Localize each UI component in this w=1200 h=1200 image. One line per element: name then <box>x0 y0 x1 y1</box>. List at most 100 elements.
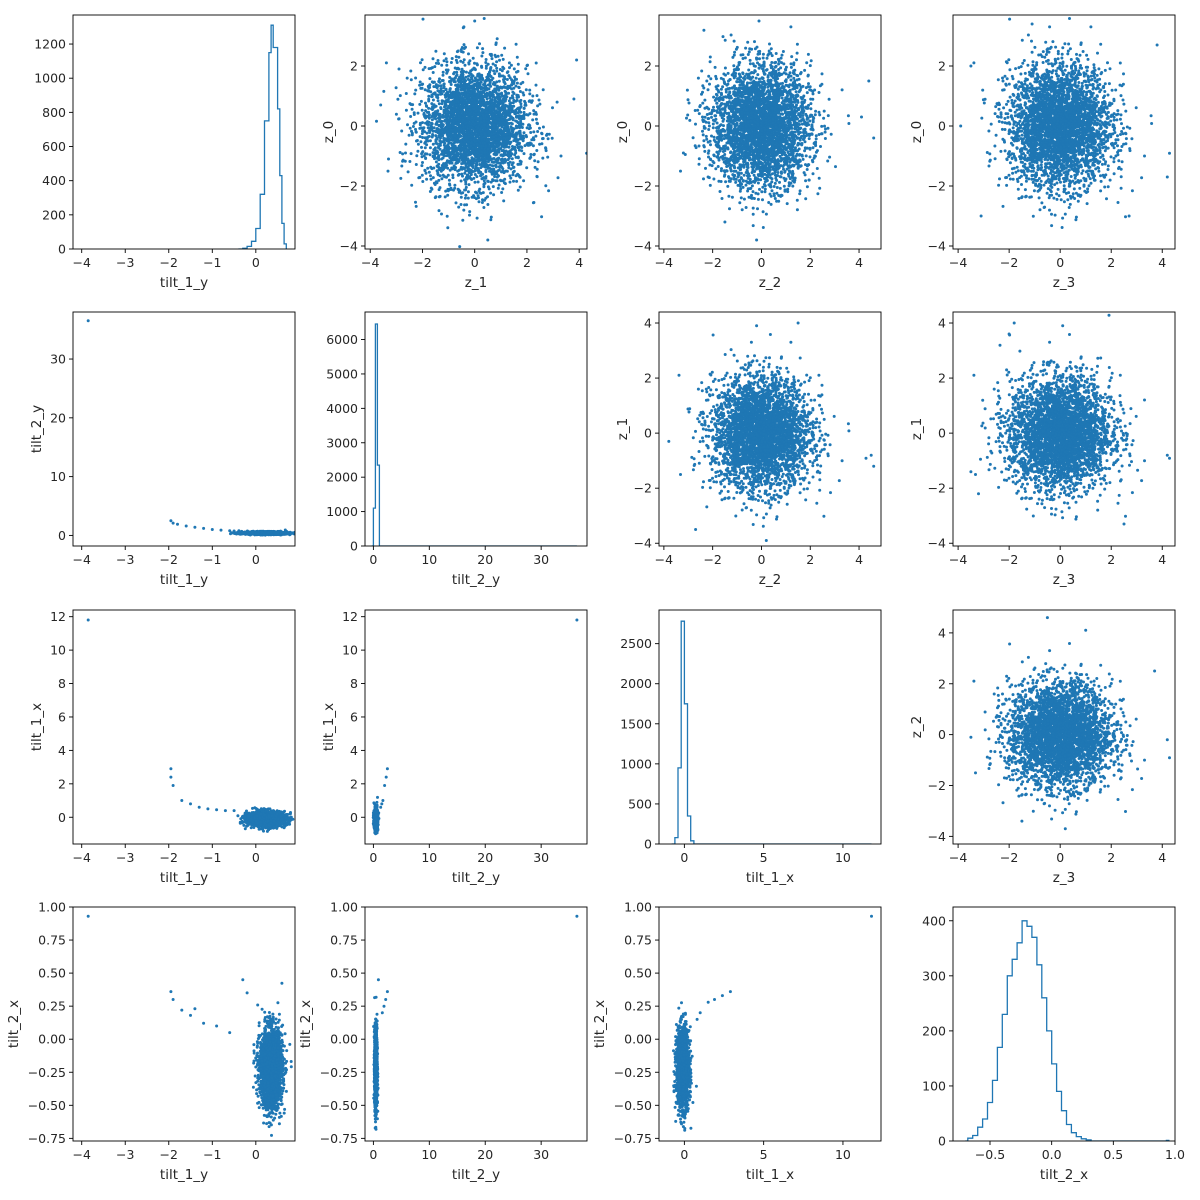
scatter-point <box>468 153 472 156</box>
scatter-point <box>514 174 518 178</box>
scatter-point <box>409 152 413 156</box>
scatter-point <box>450 128 454 132</box>
scatter-point <box>514 149 518 153</box>
scatter-point <box>727 194 731 198</box>
scatter-point <box>452 90 456 94</box>
scatter-point <box>446 152 450 156</box>
scatter-point <box>455 70 459 74</box>
scatter-point <box>507 156 511 160</box>
scatter-point <box>518 185 522 189</box>
scatter-point <box>751 62 755 66</box>
scatter-point <box>446 125 450 129</box>
scatter-point <box>418 126 422 130</box>
scatter-point <box>546 137 550 141</box>
scatter-point <box>483 181 487 185</box>
scatter-point <box>457 93 461 97</box>
scatter-point <box>511 166 515 169</box>
scatter-point <box>437 178 441 182</box>
scatter-point <box>451 173 455 177</box>
scatter-point <box>428 190 432 193</box>
y-tick-label: 0 <box>350 119 358 134</box>
scatter-point <box>410 107 414 111</box>
scatter-point <box>420 173 424 177</box>
scatter-point <box>463 95 467 99</box>
scatter-point <box>412 111 416 115</box>
scatter-point <box>476 108 480 112</box>
scatter-point <box>532 138 536 142</box>
scatter-point <box>459 73 463 77</box>
scatter-point <box>419 99 423 103</box>
histogram-step <box>238 24 287 249</box>
scatter-point <box>472 127 476 131</box>
scatter-point <box>450 77 454 81</box>
scatter-point <box>502 199 506 203</box>
scatter-point <box>445 113 449 117</box>
scatter-point <box>439 169 443 173</box>
scatter-point <box>511 161 515 165</box>
scatter-point <box>808 155 812 159</box>
scatter-point <box>387 157 390 161</box>
scatter-point <box>467 121 471 125</box>
scatter-point <box>423 88 427 92</box>
scatter-point <box>454 103 458 107</box>
scatter-point <box>456 123 460 127</box>
y-tick-label: 800 <box>42 105 66 120</box>
scatter-point <box>493 53 497 57</box>
scatter-point <box>493 72 497 76</box>
scatter-point <box>482 119 486 123</box>
scatter-point <box>444 57 448 61</box>
scatter-point <box>805 185 809 189</box>
scatter-point <box>473 173 477 176</box>
x-tick-label: 0 <box>252 255 260 270</box>
scatter-point <box>504 153 508 157</box>
scatter-point <box>442 86 446 90</box>
scatter-point <box>427 67 431 71</box>
scatter-point <box>400 164 404 168</box>
scatter-point <box>461 132 465 136</box>
scatter-point <box>541 88 545 92</box>
scatter-point <box>467 88 471 92</box>
scatter-point <box>453 154 456 158</box>
scatter-point <box>479 141 482 145</box>
scatter-point <box>437 162 441 166</box>
scatter-point <box>466 116 470 120</box>
scatter-point <box>468 213 471 217</box>
scatter-point <box>467 135 471 139</box>
scatter-point <box>464 121 468 125</box>
scatter-point <box>424 101 427 105</box>
scatter-point <box>511 145 514 148</box>
scatter-point <box>408 126 412 130</box>
scatter-point <box>439 92 443 96</box>
scatter-point <box>477 200 481 204</box>
scatter-point <box>463 171 467 175</box>
scatter-point <box>460 162 464 166</box>
scatter-point <box>423 141 427 145</box>
scatter-point <box>460 120 463 124</box>
scatter-point <box>471 88 475 92</box>
scatter-point <box>425 177 429 181</box>
scatter-point <box>712 95 716 99</box>
scatter-point <box>511 90 515 94</box>
scatter-point <box>484 144 488 148</box>
scatter-point <box>687 101 691 105</box>
scatter-point <box>457 119 461 123</box>
scatter-point <box>437 79 441 83</box>
scatter-point <box>501 65 505 69</box>
scatter-point <box>510 126 514 130</box>
scatter-point <box>459 128 463 132</box>
scatter-point <box>488 96 492 100</box>
scatter-point <box>484 110 488 114</box>
scatter-point <box>847 122 851 125</box>
scatter-point <box>475 46 479 50</box>
scatter-point <box>404 108 408 112</box>
scatter-point <box>436 99 440 103</box>
scatter-point <box>819 145 822 148</box>
scatter-point <box>507 74 511 78</box>
scatter-point <box>468 175 471 179</box>
scatter-point <box>442 139 446 143</box>
scatter-point <box>541 125 545 129</box>
scatter-point <box>481 51 485 55</box>
scatter-point <box>544 147 548 151</box>
scatter-point <box>479 117 483 121</box>
